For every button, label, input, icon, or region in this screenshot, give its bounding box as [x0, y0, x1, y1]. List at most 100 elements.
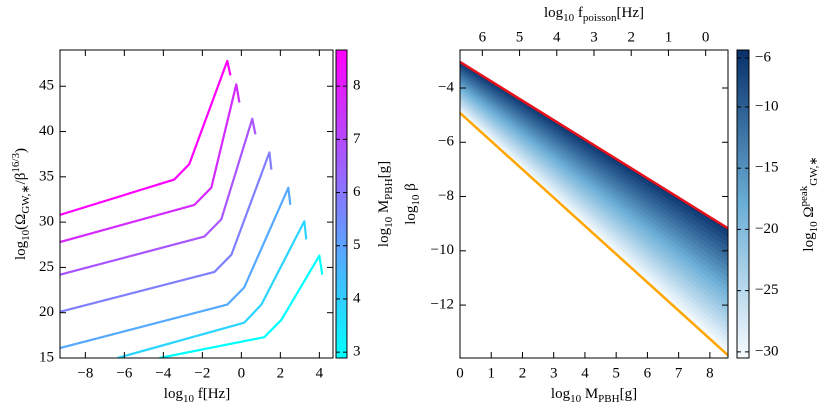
x-tick-label: −6	[116, 365, 132, 381]
contour-band	[460, 85, 728, 293]
contour-band	[460, 101, 728, 333]
x2-tick-label: 2	[627, 29, 635, 45]
contour-band	[460, 71, 728, 258]
x-tick-label: −4	[155, 365, 171, 381]
colorbar-tick-label: 3	[353, 344, 361, 360]
label-part: GW,∗	[808, 156, 820, 185]
colorbar-tick-label: 6	[353, 184, 361, 200]
data-line	[60, 151, 273, 313]
label-part: log	[376, 227, 392, 247]
contour-band	[460, 66, 728, 248]
label-part: 10	[563, 12, 575, 24]
colorbar-tick-label: −25	[755, 282, 778, 298]
label-part: f	[574, 5, 583, 21]
x2-tick-label: 1	[665, 29, 673, 45]
label-part: log	[13, 240, 29, 260]
x2-tick-label: 6	[479, 29, 487, 45]
contour-band	[460, 75, 728, 268]
contour-band	[460, 105, 728, 344]
colorbar-tick-label: −10	[755, 98, 778, 114]
label-part: 16/3	[10, 153, 22, 173]
y-tick-label: −12	[431, 297, 454, 313]
x-tick-label: 0	[238, 365, 246, 381]
label-part: f	[194, 386, 203, 402]
x-axis-label: log10 MPBH[g]	[551, 386, 637, 404]
axes-frame	[59, 49, 334, 359]
data-line	[60, 83, 241, 244]
colorbar-tick-label: −30	[755, 343, 778, 359]
contour-band	[460, 95, 728, 318]
label-part: M	[376, 200, 392, 217]
y-tick-label: 30	[39, 214, 54, 230]
y-tick-label: 25	[39, 259, 54, 275]
y-tick-label: 35	[39, 168, 54, 184]
colorbar-label: log10 MPBH[g]	[376, 161, 394, 247]
label-part: Ω	[801, 206, 817, 221]
label-part: M	[581, 386, 598, 402]
contour-band	[460, 103, 728, 339]
contour-band	[460, 89, 728, 303]
colorbar-tick-label: 5	[353, 237, 361, 253]
colorbar-label: log10 ΩpeakGW,∗	[798, 156, 820, 251]
label-part: 10	[808, 221, 820, 233]
colorbar	[736, 49, 750, 359]
y-tick-label: −8	[438, 188, 454, 204]
colorbar-tick-label: −15	[755, 160, 778, 176]
y-tick-label: 20	[39, 304, 54, 320]
label-part: )	[13, 148, 29, 153]
label-part: 10	[410, 194, 422, 206]
x-tick-label: 6	[644, 365, 652, 381]
y-tick-label: −6	[438, 134, 454, 150]
label-part: log	[403, 205, 419, 225]
label-part: 10	[183, 393, 195, 405]
colorbar	[335, 49, 348, 359]
x-axis-label: log10 f[Hz]	[164, 386, 230, 404]
colorbar-tick-label: 7	[353, 131, 361, 147]
label-part: log	[801, 232, 817, 252]
y-axis-label: log10 β	[403, 183, 421, 225]
label-part: [Hz]	[617, 5, 644, 21]
colorbar-tick-label: −6	[755, 49, 771, 65]
x-tick-label: 4	[581, 365, 589, 381]
contour-band	[460, 107, 728, 349]
contour-band	[460, 83, 728, 288]
contour-band	[460, 91, 728, 308]
contour-band	[460, 77, 728, 273]
data-line	[60, 186, 292, 350]
x-tick-label: 4	[316, 365, 324, 381]
contour-band	[460, 87, 728, 298]
label-part: 10	[20, 229, 32, 241]
x-tick-label: 1	[487, 365, 495, 381]
data-line	[460, 112, 728, 357]
contour-band	[460, 62, 728, 237]
contour-band	[460, 68, 728, 253]
x-tick-label: 7	[675, 365, 683, 381]
contour-band	[460, 64, 728, 243]
label-part: [g]	[376, 161, 392, 179]
label-part: PBH	[598, 393, 619, 405]
x2-tick-label: 0	[702, 29, 710, 45]
y-tick-label: −10	[431, 242, 454, 258]
label-part: [g]	[620, 386, 638, 402]
label-part: poisson	[583, 12, 617, 24]
contour-band	[460, 73, 728, 263]
x-tick-label: −8	[77, 365, 93, 381]
contour-band	[460, 79, 728, 278]
label-part: log	[164, 386, 184, 402]
x-tick-label: −2	[194, 365, 210, 381]
data-line	[60, 59, 232, 216]
label-part: log	[551, 386, 571, 402]
label-part: GW,∗	[20, 184, 32, 213]
contour-band	[460, 81, 728, 283]
x2-tick-label: 5	[516, 29, 524, 45]
contour-band	[460, 97, 728, 323]
label-part: β	[403, 183, 419, 194]
data-line	[460, 60, 728, 230]
label-part: (Ω	[13, 214, 29, 230]
y-axis-label: log10(ΩGW,∗/β16/3)	[10, 148, 32, 260]
label-part: peak	[798, 185, 810, 206]
x-tick-label: 5	[612, 365, 620, 381]
contour-band	[460, 99, 728, 328]
colorbar-tick-label: 4	[353, 290, 361, 306]
data-line	[60, 117, 257, 276]
